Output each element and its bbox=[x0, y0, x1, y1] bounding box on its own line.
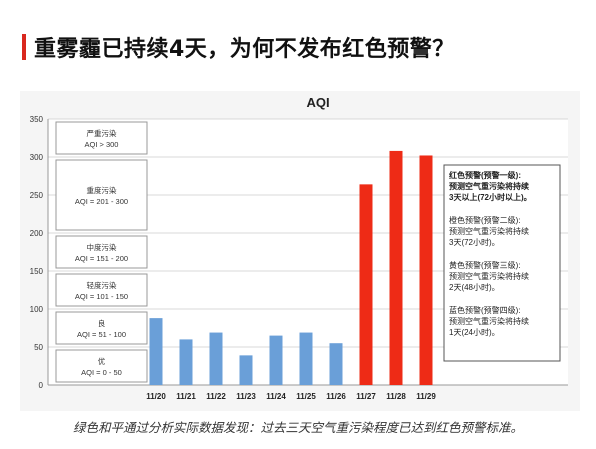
aqi-level-box bbox=[55, 235, 148, 269]
bar-11-22 bbox=[209, 332, 223, 385]
x-tick-label: 11/22 bbox=[206, 392, 226, 401]
x-tick-label: 11/20 bbox=[146, 392, 166, 401]
aqi-level-name: 中度污染 bbox=[87, 242, 117, 252]
aqi-level-range: AQI = 0 - 50 bbox=[81, 368, 122, 377]
warning-note-line: 预测空气重污染将持续 bbox=[449, 226, 529, 236]
aqi-level-name: 轻度污染 bbox=[87, 280, 117, 290]
y-tick-label: 250 bbox=[30, 191, 44, 200]
aqi-level-box bbox=[55, 311, 148, 345]
warning-note-line: 预测空气重污染将持续 bbox=[449, 181, 529, 191]
bar-11-27 bbox=[359, 184, 373, 385]
aqi-level-name: 严重污染 bbox=[87, 128, 117, 138]
page-title: 重雾霾已持续4天，为何不发布红色预警？ bbox=[34, 37, 455, 62]
x-tick-label: 11/28 bbox=[386, 392, 406, 401]
warning-note-line: 预测空气重污染将持续 bbox=[449, 316, 529, 326]
warning-note-line: 蓝色预警(预警四级): bbox=[449, 305, 521, 315]
x-tick-label: 11/23 bbox=[236, 392, 256, 401]
aqi-level-range: AQI = 151 - 200 bbox=[75, 254, 128, 263]
bar-11-28 bbox=[389, 150, 403, 385]
chart-title: AQI bbox=[306, 95, 329, 110]
aqi-level-box bbox=[55, 121, 148, 155]
y-tick-label: 350 bbox=[30, 115, 44, 124]
y-tick-label: 50 bbox=[34, 343, 43, 352]
aqi-level-box bbox=[55, 159, 148, 231]
warning-note-line: 橙色预警(预警二级): bbox=[449, 215, 521, 225]
bar-11-24 bbox=[269, 335, 283, 385]
y-tick-label: 150 bbox=[30, 267, 44, 276]
y-tick-label: 100 bbox=[30, 305, 44, 314]
warning-note-line: 红色预警(预警一级): bbox=[449, 170, 521, 180]
x-tick-label: 11/29 bbox=[416, 392, 436, 401]
y-tick-label: 300 bbox=[30, 153, 44, 162]
x-tick-label: 11/24 bbox=[266, 392, 286, 401]
aqi-level-range: AQI > 300 bbox=[85, 140, 119, 149]
warning-note-line: 3天以上(72小时以上)。 bbox=[449, 192, 532, 202]
aqi-level-name: 良 bbox=[98, 318, 106, 328]
warning-note-line: 1天(24小时)。 bbox=[449, 327, 500, 337]
bar-11-25 bbox=[299, 332, 313, 385]
chart-figure: AQI 0 50 100 150 200 250 300 350 严重污染 AQI > 300 重度污… bbox=[20, 91, 580, 411]
aqi-level-box bbox=[55, 273, 148, 307]
figure-caption: 绿色和平通过分析实际数据发现：过去三天空气重污染程度已达到红色预警标准。 bbox=[72, 420, 523, 435]
bar-11-20 bbox=[149, 318, 163, 385]
aqi-level-range: AQI = 201 - 300 bbox=[75, 197, 128, 206]
x-tick-label: 11/21 bbox=[176, 392, 196, 401]
y-tick-label: 0 bbox=[39, 381, 44, 390]
y-tick-label: 200 bbox=[30, 229, 44, 238]
warning-note-line: 2天(48小时)。 bbox=[449, 282, 500, 292]
aqi-level-range: AQI = 51 - 100 bbox=[77, 330, 126, 339]
warning-note-line: 预测空气重污染将持续 bbox=[449, 271, 529, 281]
aqi-level-range: AQI = 101 - 150 bbox=[75, 292, 128, 301]
aqi-level-name: 重度污染 bbox=[87, 185, 117, 195]
x-tick-label: 11/27 bbox=[356, 392, 376, 401]
x-tick-label: 11/25 bbox=[296, 392, 316, 401]
aqi-level-name: 优 bbox=[98, 356, 106, 366]
bar-11-21 bbox=[179, 339, 193, 385]
aqi-chart: AQI 0 50 100 150 200 250 300 350 严重污染 AQI > 300 重度污… bbox=[30, 95, 568, 401]
bar-11-23 bbox=[239, 355, 253, 385]
warning-note-line: 黄色预警(预警三级): bbox=[449, 260, 521, 270]
title-accent-bar bbox=[22, 34, 26, 60]
aqi-level-box bbox=[55, 349, 148, 383]
warning-notes-box bbox=[443, 164, 561, 362]
warning-note-line: 3天(72小时)。 bbox=[449, 237, 500, 247]
bar-11-26 bbox=[329, 343, 343, 385]
x-tick-label: 11/26 bbox=[326, 392, 346, 401]
bar-11-29 bbox=[419, 155, 433, 385]
